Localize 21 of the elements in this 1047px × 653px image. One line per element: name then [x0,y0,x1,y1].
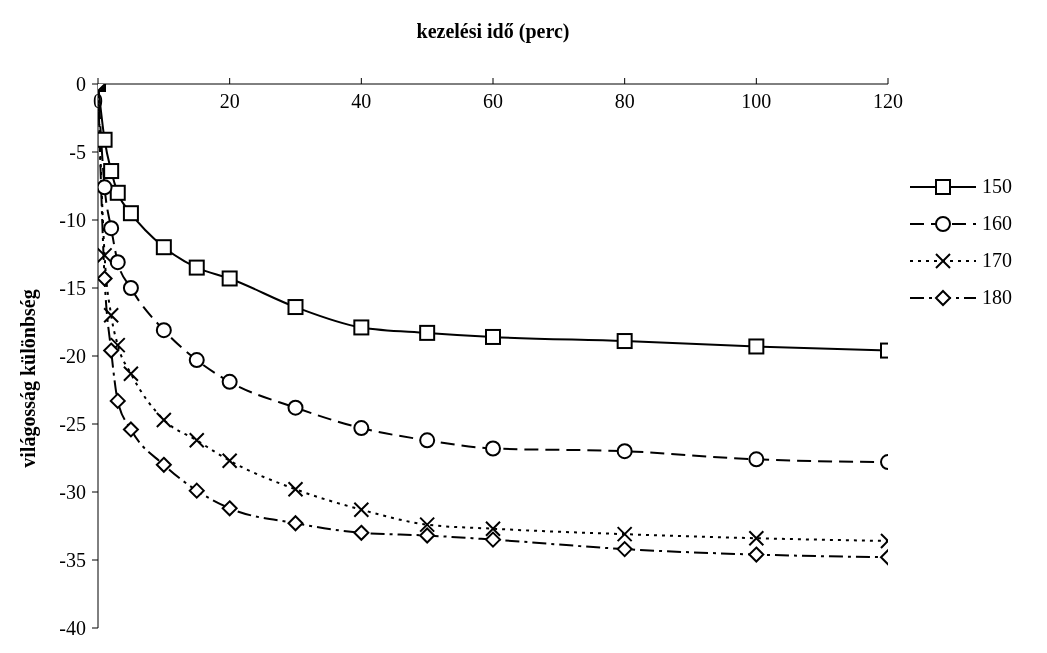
x-axis-title: kezelési idő (perc) [415,20,571,43]
y-tick-label: -35 [59,549,86,571]
legend-label: 180 [982,286,1012,309]
y-tick-label: -40 [59,617,86,639]
x-tick-label: 20 [219,90,240,112]
y-tick-label: -5 [69,141,86,163]
x-tick-label: 60 [483,90,503,112]
y-tick-label: -30 [59,481,86,503]
legend-label: 160 [982,212,1012,235]
y-axis-title: világosság különbség [16,288,40,468]
y-tick-label: -20 [59,345,86,367]
legend-label: 150 [982,175,1012,198]
x-tick-label: 80 [614,90,635,112]
y-tick-label: -15 [59,277,86,299]
x-tick-label: 100 [741,90,772,112]
y-tick-label: 0 [76,73,86,95]
x-tick-label: 120 [873,90,903,112]
y-tick-label: -10 [59,209,86,231]
legend-label: 170 [982,249,1012,272]
y-tick-label: -25 [59,413,86,435]
x-tick-label: 40 [351,90,372,112]
